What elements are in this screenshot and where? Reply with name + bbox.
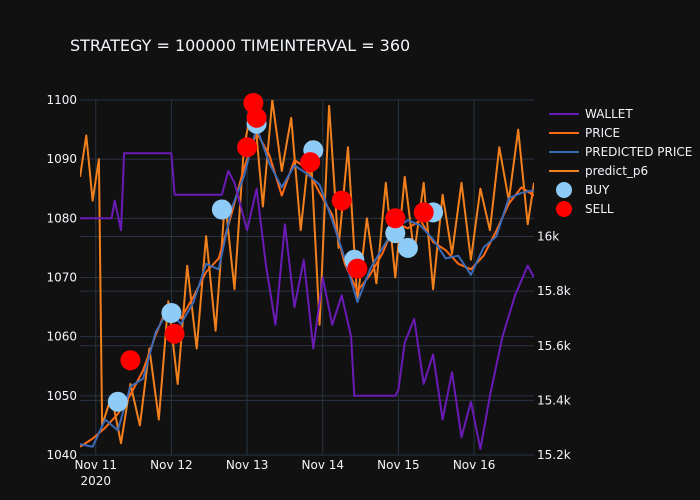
legend-swatch-sell (556, 201, 572, 217)
x-tick-label: Nov 13 (226, 458, 269, 472)
buy-marker[interactable] (161, 303, 182, 323)
legend-item-sell[interactable]: SELL (556, 201, 614, 217)
sell-marker[interactable] (246, 107, 267, 128)
x-tick-label: Nov 16 (453, 458, 496, 472)
y-right-axis: 15.2k 15.4k 15.6k 15.8k 16k (537, 230, 571, 462)
x-axis: Nov 11 2020 Nov 12 Nov 13 Nov 14 Nov 15 Nov 16 (75, 458, 496, 488)
y-right-tick-label: 16k (537, 230, 559, 244)
marker-layer (107, 93, 444, 412)
legend-item-buy[interactable]: BUY (556, 182, 610, 198)
y-left-tick-label: 1050 (46, 389, 77, 403)
y-left-tick-label: 1100 (46, 93, 77, 107)
y-right-tick-label: 15.2k (537, 448, 571, 462)
y-left-tick-label: 1040 (46, 448, 77, 462)
y-left-tick-label: 1090 (46, 152, 77, 166)
y-left-axis: 1040 1050 1060 1070 1080 1090 1100 (46, 93, 77, 462)
y-right-tick-label: 15.6k (537, 339, 571, 353)
legend-item-price[interactable]: PRICE (549, 126, 620, 140)
chart-title: STRATEGY = 100000 TIMEINTERVAL = 360 (70, 36, 410, 55)
sell-marker[interactable] (385, 208, 406, 229)
series-line-predicted-price (80, 126, 534, 448)
legend-label-predicted-price: PREDICTED PRICE (585, 145, 692, 159)
buy-marker[interactable] (211, 199, 232, 220)
y-right-tick-label: 15.8k (537, 284, 571, 298)
legend: WALLET PRICE PREDICTED PRICE predict_p6 … (549, 107, 692, 217)
x-tick-label: Nov 15 (377, 458, 420, 472)
sell-marker[interactable] (413, 202, 434, 223)
legend-label-wallet: WALLET (585, 107, 633, 121)
sell-marker[interactable] (347, 258, 368, 279)
series-line-predict-p6 (80, 100, 534, 445)
buy-marker[interactable] (385, 223, 406, 244)
y-right-tick-label: 15.4k (537, 393, 571, 407)
buy-marker[interactable] (397, 237, 418, 258)
x-tick-label: Nov 14 (302, 458, 345, 472)
legend-label-predict-p6: predict_p6 (585, 164, 648, 178)
y-left-tick-label: 1060 (46, 330, 77, 344)
x-tick-sublabel: 2020 (80, 474, 111, 488)
sell-marker[interactable] (237, 137, 258, 158)
y-left-tick-label: 1080 (46, 211, 77, 225)
legend-label-sell: SELL (585, 202, 614, 216)
legend-item-wallet[interactable]: WALLET (549, 107, 633, 121)
legend-swatch-buy (556, 182, 572, 198)
legend-item-predict-p6[interactable]: predict_p6 (549, 164, 648, 178)
legend-item-predicted-price[interactable]: PREDICTED PRICE (549, 145, 692, 159)
sell-marker[interactable] (164, 323, 185, 344)
sell-marker[interactable] (120, 350, 141, 371)
x-tick-label: Nov 12 (150, 458, 193, 472)
series-line-wallet (80, 152, 534, 451)
sell-marker[interactable] (300, 152, 321, 173)
buy-marker[interactable] (107, 391, 128, 412)
y-left-tick-label: 1070 (46, 271, 77, 285)
legend-label-buy: BUY (585, 183, 610, 197)
legend-label-price: PRICE (585, 126, 620, 140)
x-tick-label: Nov 11 (75, 458, 118, 472)
sell-marker[interactable] (331, 190, 352, 211)
